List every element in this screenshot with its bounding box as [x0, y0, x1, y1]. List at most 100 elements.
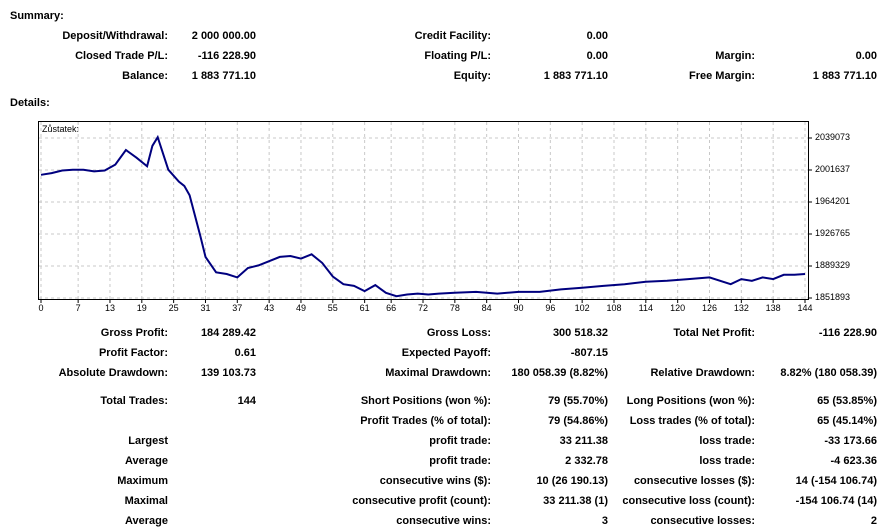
largest-profit-label: profit trade:	[429, 435, 491, 447]
avg-profit-label: profit trade:	[429, 455, 491, 467]
details-heading: Details:	[10, 97, 50, 109]
x-tick-label: 132	[733, 303, 749, 313]
x-tick-label: 55	[327, 303, 338, 313]
balance-value: 1 883 771.10	[191, 70, 256, 82]
x-tick-label: 0	[38, 303, 44, 313]
avg-loss-label: loss trade:	[699, 455, 755, 467]
x-tick-label: 66	[386, 303, 397, 313]
max-cons-losses-value: 14 (-154 106.74)	[795, 475, 877, 487]
y-tick-label: 1964201	[815, 196, 851, 206]
deposit-value: 2 000 000.00	[191, 30, 256, 42]
rel-drawdown-value: 8.82% (180 058.39)	[780, 367, 877, 379]
short-pos-label: Short Positions (won %):	[360, 395, 491, 407]
maximal-cons-loss-value: -154 106.74 (14)	[795, 495, 877, 507]
abs-drawdown-value: 139 103.73	[200, 367, 256, 379]
max-cons-wins-label: consecutive wins ($):	[379, 475, 491, 487]
margin-label: Margin:	[715, 50, 755, 62]
free-margin-label: Free Margin:	[688, 70, 755, 82]
maximal-cons-profit-value: 33 211.38 (1)	[543, 495, 608, 507]
x-tick-label: 31	[200, 303, 211, 313]
max-drawdown-value: 180 058.39 (8.82%)	[511, 367, 608, 379]
long-pos-label: Long Positions (won %):	[626, 395, 755, 407]
avg-loss-value: -4 623.36	[830, 455, 877, 467]
balance-chart-svg	[39, 122, 812, 303]
credit-label: Credit Facility:	[414, 30, 491, 42]
gross-loss-label: Gross Loss:	[426, 327, 491, 339]
chart-title: Zůstatek:	[42, 124, 80, 134]
total-net-profit-value: -116 228.90	[818, 327, 877, 339]
x-tick-label: 72	[417, 303, 428, 313]
balance-series-line	[40, 134, 806, 298]
max-cons-wins-value: 10 (26 190.13)	[536, 475, 608, 487]
x-tick-label: 126	[701, 303, 718, 313]
margin-value: 0.00	[855, 50, 877, 62]
total-trades-label: Total Trades:	[100, 395, 168, 407]
equity-label: Equity:	[453, 70, 491, 82]
expected-payoff-label: Expected Payoff:	[401, 347, 491, 359]
avg-cons-losses-label: consecutive losses:	[650, 515, 755, 527]
y-tick-label: 1851893	[815, 292, 851, 302]
x-tick-label: 96	[545, 303, 556, 313]
largest-loss-label: loss trade:	[699, 435, 755, 447]
rel-drawdown-label: Relative Drawdown:	[650, 367, 755, 379]
x-tick-label: 61	[359, 303, 370, 313]
short-pos-value: 79 (55.70%)	[548, 395, 608, 407]
summary-heading: Summary:	[10, 10, 64, 22]
maximum-label: Maximum	[117, 475, 168, 487]
long-pos-value: 65 (53.85%)	[817, 395, 877, 407]
largest-profit-value: 33 211.38	[559, 435, 608, 447]
loss-trades-value: 65 (45.14%)	[817, 415, 877, 427]
average-label: Average	[124, 455, 168, 467]
gross-profit-label: Gross Profit:	[100, 327, 168, 339]
avg-cons-losses-value: 2	[870, 515, 877, 527]
x-tick-label: 138	[765, 303, 781, 313]
gross-profit-value: 184 289.42	[200, 327, 256, 339]
largest-loss-value: -33 173.66	[824, 435, 877, 447]
x-tick-label: 43	[264, 303, 275, 313]
closed-pl-label: Closed Trade P/L:	[75, 50, 168, 62]
x-tick-label: 102	[574, 303, 590, 313]
avg-cons-wins-value: 3	[601, 515, 608, 527]
gross-loss-value: 300 518.32	[552, 327, 608, 339]
closed-pl-value: -116 228.90	[197, 50, 256, 62]
profit-trades-label: Profit Trades (% of total):	[360, 415, 491, 427]
x-tick-label: 19	[136, 303, 147, 313]
chart-frame	[38, 121, 809, 300]
avg-cons-wins-label: consecutive wins:	[396, 515, 491, 527]
maximal-cons-loss-label: consecutive loss (count):	[622, 495, 755, 507]
total-net-profit-label: Total Net Profit:	[673, 327, 755, 339]
abs-drawdown-label: Absolute Drawdown:	[58, 367, 168, 379]
x-tick-label: 7	[75, 303, 81, 313]
floating-pl-value: 0.00	[586, 50, 608, 62]
average2-label: Average	[124, 515, 168, 527]
x-tick-label: 37	[232, 303, 243, 313]
y-tick-label: 1889329	[815, 260, 851, 270]
balance-label: Balance:	[122, 70, 168, 82]
profit-trades-value: 79 (54.86%)	[548, 415, 608, 427]
largest-label: Largest	[128, 435, 168, 447]
y-tick-label: 1926765	[815, 228, 851, 238]
equity-value: 1 883 771.10	[543, 70, 608, 82]
loss-trades-label: Loss trades (% of total):	[629, 415, 755, 427]
x-tick-label: 108	[606, 303, 622, 313]
x-tick-label: 84	[481, 303, 492, 313]
x-tick-label: 90	[513, 303, 524, 313]
x-tick-label: 13	[104, 303, 115, 313]
maximal-cons-profit-label: consecutive profit (count):	[352, 495, 491, 507]
balance-chart: Zůstatek:	[38, 121, 884, 303]
expected-payoff-value: -807.15	[570, 347, 608, 359]
x-tick-label: 49	[295, 303, 306, 313]
maximal-label: Maximal	[124, 495, 168, 507]
credit-value: 0.00	[586, 30, 608, 42]
max-cons-losses-label: consecutive losses ($):	[633, 475, 755, 487]
free-margin-value: 1 883 771.10	[812, 70, 877, 82]
profit-factor-value: 0.61	[234, 347, 256, 359]
deposit-label: Deposit/Withdrawal:	[62, 30, 168, 42]
avg-profit-value: 2 332.78	[565, 455, 608, 467]
x-tick-label: 114	[638, 303, 653, 313]
profit-factor-label: Profit Factor:	[98, 347, 168, 359]
x-tick-label: 144	[797, 303, 813, 313]
y-tick-label: 2001637	[815, 164, 851, 174]
y-tick-label: 2039073	[815, 132, 851, 142]
x-tick-label: 25	[168, 303, 179, 313]
